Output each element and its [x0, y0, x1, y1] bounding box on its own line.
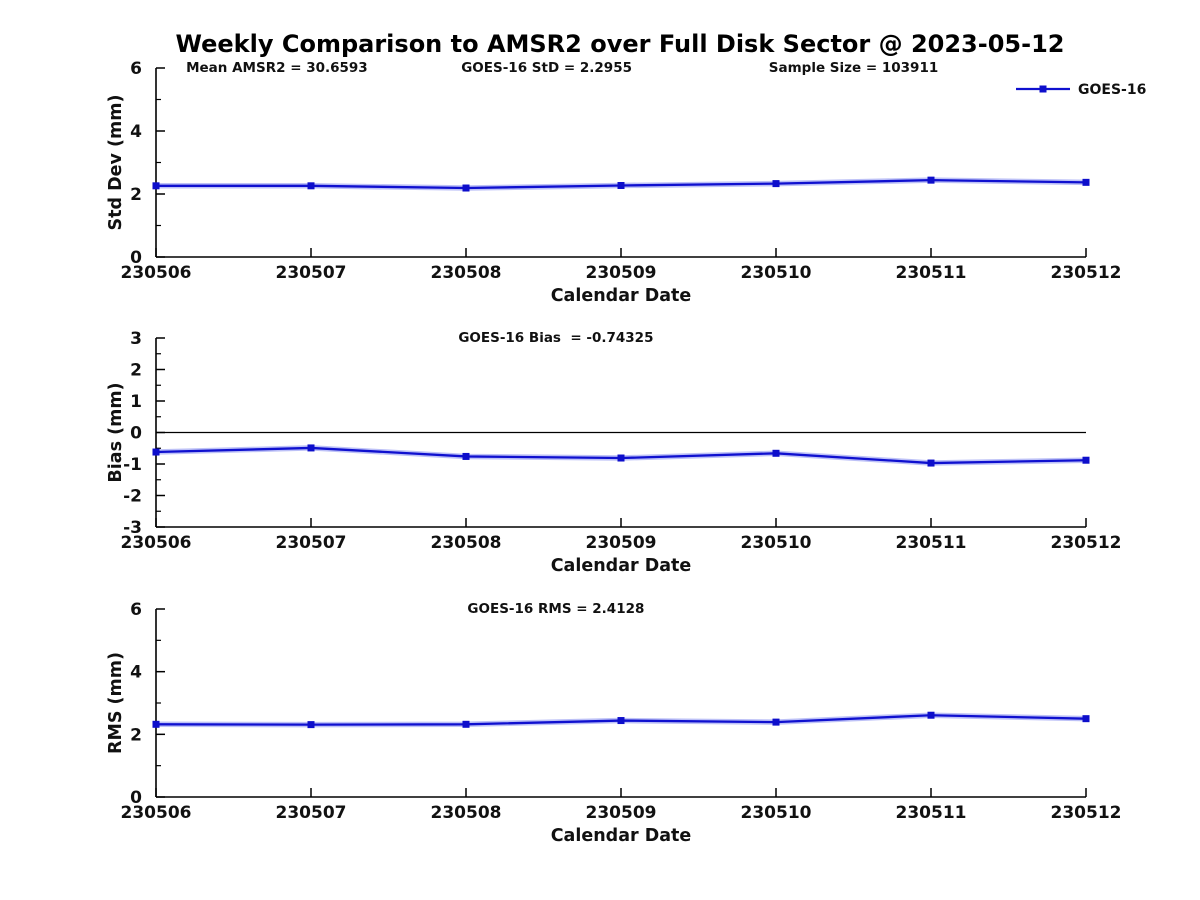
x-tick-label: 230512	[1051, 803, 1122, 823]
stat-annotation: GOES-16 Bias = -0.74325	[458, 330, 653, 346]
x-tick-label: 230509	[586, 263, 657, 283]
x-tick-label: 230508	[431, 263, 502, 283]
data-point-marker	[772, 718, 780, 726]
data-point-marker	[462, 184, 470, 192]
stat-annotation: Mean AMSR2 = 30.6593	[186, 60, 368, 76]
y-axis-title: Bias (mm)	[106, 382, 126, 482]
x-tick-label: 230507	[276, 533, 347, 553]
data-point-marker	[152, 448, 160, 456]
y-tick-label: 6	[130, 600, 142, 620]
stat-annotation: GOES-16 StD = 2.2955	[461, 60, 632, 76]
x-tick-label: 230507	[276, 803, 347, 823]
x-tick-label: 230511	[896, 533, 967, 553]
stat-annotation: GOES-16 RMS = 2.4128	[467, 601, 644, 617]
x-tick-label: 230510	[741, 263, 812, 283]
data-point-marker	[307, 721, 315, 729]
legend-label: GOES-16	[1078, 82, 1146, 98]
data-point-marker	[927, 711, 935, 719]
data-point-marker	[927, 459, 935, 467]
x-axis-title: Calendar Date	[551, 286, 692, 306]
x-tick-label: 230511	[896, 263, 967, 283]
y-tick-label: 1	[130, 392, 142, 412]
data-point-marker	[152, 182, 160, 190]
data-point-marker	[462, 452, 470, 460]
x-tick-label: 230508	[431, 803, 502, 823]
x-tick-label: 230508	[431, 533, 502, 553]
y-tick-label: 0	[130, 424, 142, 444]
y-tick-label: 4	[130, 122, 142, 142]
y-tick-label: -3	[123, 518, 142, 538]
data-point-marker	[617, 181, 625, 189]
data-point-marker	[927, 176, 935, 184]
x-tick-label: 230511	[896, 803, 967, 823]
data-point-marker	[772, 180, 780, 188]
legend: GOES-16	[1016, 82, 1146, 98]
data-point-marker	[307, 182, 315, 190]
x-tick-label: 230509	[586, 803, 657, 823]
x-tick-label: 230512	[1051, 533, 1122, 553]
x-axis-title: Calendar Date	[551, 826, 692, 846]
data-point-marker	[307, 444, 315, 452]
x-tick-label: 230506	[121, 263, 192, 283]
x-axis-title: Calendar Date	[551, 556, 692, 576]
y-axis-title: RMS (mm)	[106, 652, 126, 754]
x-tick-label: 230510	[741, 533, 812, 553]
figure-title: Weekly Comparison to AMSR2 over Full Dis…	[175, 30, 1065, 58]
rms-chart: 0 2 4 6 230506 230507 230508 230509 230510 230511…	[106, 600, 1121, 846]
y-tick-label: 2	[130, 185, 142, 205]
y-tick-label: 0	[130, 248, 142, 268]
data-point-marker	[462, 720, 470, 728]
bias-chart: -3 -2 -1 0 1 2 3 230506 230507 230508 230509 230510…	[106, 329, 1121, 576]
x-tick-label: 230509	[586, 533, 657, 553]
stddev-chart: 0 2 4 6 230506 230507 230508 230509 230510 230511…	[106, 59, 1146, 306]
y-tick-label: 4	[130, 663, 142, 683]
data-point-marker	[617, 717, 625, 725]
y-tick-label: 6	[130, 59, 142, 79]
stat-annotation: Sample Size = 103911	[769, 60, 938, 76]
y-axis-title: Std Dev (mm)	[106, 95, 126, 231]
x-tick-label: 230507	[276, 263, 347, 283]
data-point-marker	[1082, 715, 1090, 723]
y-tick-label: 0	[130, 788, 142, 808]
x-tick-label: 230506	[121, 533, 192, 553]
data-point-marker	[152, 720, 160, 728]
y-tick-label: 2	[130, 361, 142, 381]
data-point-marker	[1082, 456, 1090, 464]
data-point-marker	[772, 449, 780, 457]
legend-marker	[1039, 85, 1047, 93]
y-tick-label: -2	[123, 487, 142, 507]
y-tick-label: -1	[123, 455, 142, 475]
y-tick-label: 2	[130, 725, 142, 745]
y-tick-label: 3	[130, 329, 142, 349]
data-point-marker	[1082, 178, 1090, 186]
data-point-marker	[617, 454, 625, 462]
x-tick-label: 230506	[121, 803, 192, 823]
x-tick-label: 230510	[741, 803, 812, 823]
x-tick-label: 230512	[1051, 263, 1122, 283]
